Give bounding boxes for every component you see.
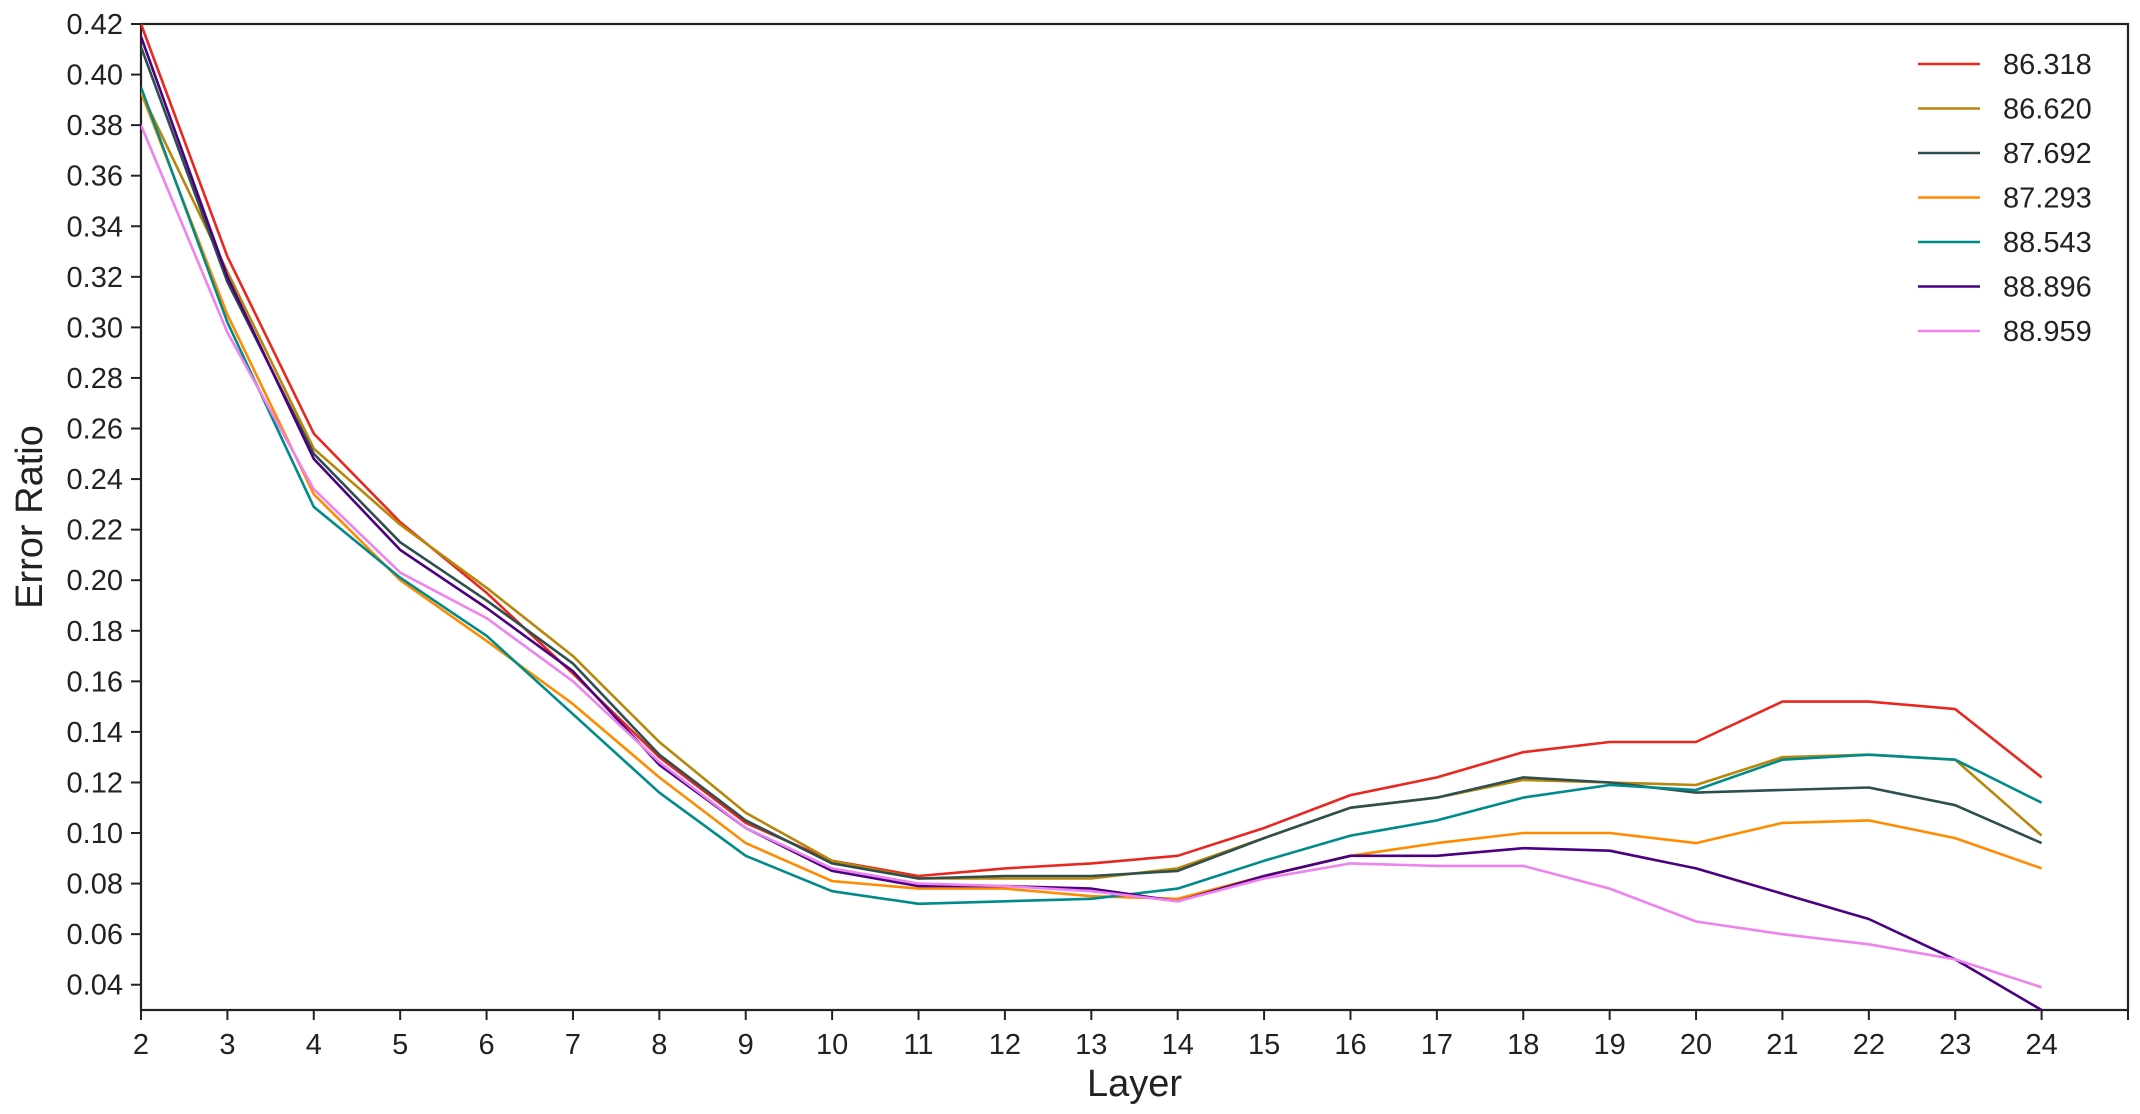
series-line-88.543	[141, 86, 2043, 906]
y-tick-label: 0.12	[67, 767, 123, 799]
x-tick-label: 4	[306, 1029, 322, 1061]
x-tick-label: 9	[738, 1029, 754, 1061]
legend-label: 87.293	[2003, 183, 2092, 215]
x-tick-label: 2	[133, 1029, 149, 1061]
y-tick-label: 0.36	[67, 161, 123, 193]
y-tick-label: 0.26	[67, 414, 123, 446]
legend-entry: 88.543	[1918, 227, 2092, 259]
legend-entry: 87.293	[1918, 183, 2092, 215]
y-tick-label: 0.22	[67, 515, 123, 547]
series-line-86.620	[141, 91, 2043, 880]
legend-label: 86.318	[2003, 49, 2092, 81]
x-tick-label: 19	[1594, 1029, 1626, 1061]
y-tick-label: 0.32	[67, 262, 123, 294]
x-tick-label: 8	[651, 1029, 667, 1061]
x-tick-label: 6	[478, 1029, 494, 1061]
y-tick-label: 0.20	[67, 565, 123, 597]
y-tick-label: 0.08	[67, 869, 123, 901]
x-tick-label: 16	[1334, 1029, 1366, 1061]
series-lines	[141, 23, 2043, 1010]
x-tick-label: 13	[1075, 1029, 1107, 1061]
x-tick-label: 10	[816, 1029, 848, 1061]
legend-label: 88.959	[2003, 316, 2092, 348]
y-tick-label: 0.16	[67, 666, 123, 698]
x-tick-label: 18	[1507, 1029, 1539, 1061]
legend-entry: 87.692	[1918, 138, 2092, 170]
y-tick-label: 0.34	[67, 211, 123, 243]
x-tick-label: 17	[1421, 1029, 1453, 1061]
legend-label: 88.896	[2003, 272, 2092, 304]
y-tick-label: 0.18	[67, 616, 123, 648]
y-tick-label: 0.06	[67, 919, 123, 951]
x-tick-label: 22	[1853, 1029, 1885, 1061]
series-line-87.692	[141, 46, 2043, 880]
y-axis-title: Error Ratio	[9, 425, 51, 609]
series-line-88.896	[141, 36, 2043, 1010]
x-tick-label: 15	[1248, 1029, 1280, 1061]
x-tick-label: 24	[2025, 1029, 2057, 1061]
legend-label: 87.692	[2003, 138, 2092, 170]
x-tick-label: 5	[392, 1029, 408, 1061]
legend-entry: 86.620	[1918, 94, 2092, 126]
legend-entry: 88.959	[1918, 316, 2092, 348]
series-line-88.959	[141, 124, 2042, 989]
y-tick-label: 0.42	[67, 9, 123, 41]
x-tick-label: 3	[219, 1029, 235, 1061]
y-tick-label: 0.04	[67, 970, 123, 1002]
series-line-87.293	[141, 91, 2043, 901]
x-tick-label: 12	[989, 1029, 1021, 1061]
x-tick-label: 20	[1680, 1029, 1712, 1061]
legend-entry: 86.318	[1918, 49, 2092, 81]
y-tick-label: 0.30	[67, 312, 123, 344]
plot-area	[139, 22, 2130, 1012]
y-tick-label: 0.28	[67, 363, 123, 395]
series-line-86.318	[141, 23, 2043, 878]
legend: 86.318 86.620 87.692 87.293 88.543 88.896 88.9…	[1918, 49, 2092, 348]
y-tick-label: 0.14	[67, 717, 123, 749]
y-tick-label: 0.24	[67, 464, 123, 496]
legend-label: 86.620	[2003, 94, 2092, 126]
x-tick-label: 21	[1766, 1029, 1798, 1061]
x-axis: 2 3 4 5 6 7 8 9 10 11 12 13 14 15 16 17 18 19 20 21 22 23 24	[133, 1010, 2129, 1061]
x-tick-label: 7	[565, 1029, 581, 1061]
y-tick-label: 0.40	[67, 60, 123, 92]
x-tick-label: 11	[903, 1029, 933, 1061]
y-tick-label: 0.10	[67, 818, 123, 850]
legend-label: 88.543	[2003, 227, 2092, 259]
x-tick-label: 23	[1939, 1029, 1971, 1061]
legend-entry: 88.896	[1918, 272, 2092, 304]
plot-border	[139, 22, 2130, 1012]
x-tick-label: 14	[1162, 1029, 1194, 1061]
y-axis: 0.04 0.06 0.08 0.10 0.12 0.14 0.16 0.18 0.20 0.22…	[67, 9, 141, 1002]
y-tick-label: 0.38	[67, 110, 123, 142]
x-axis-title: Layer	[1087, 1063, 1182, 1105]
